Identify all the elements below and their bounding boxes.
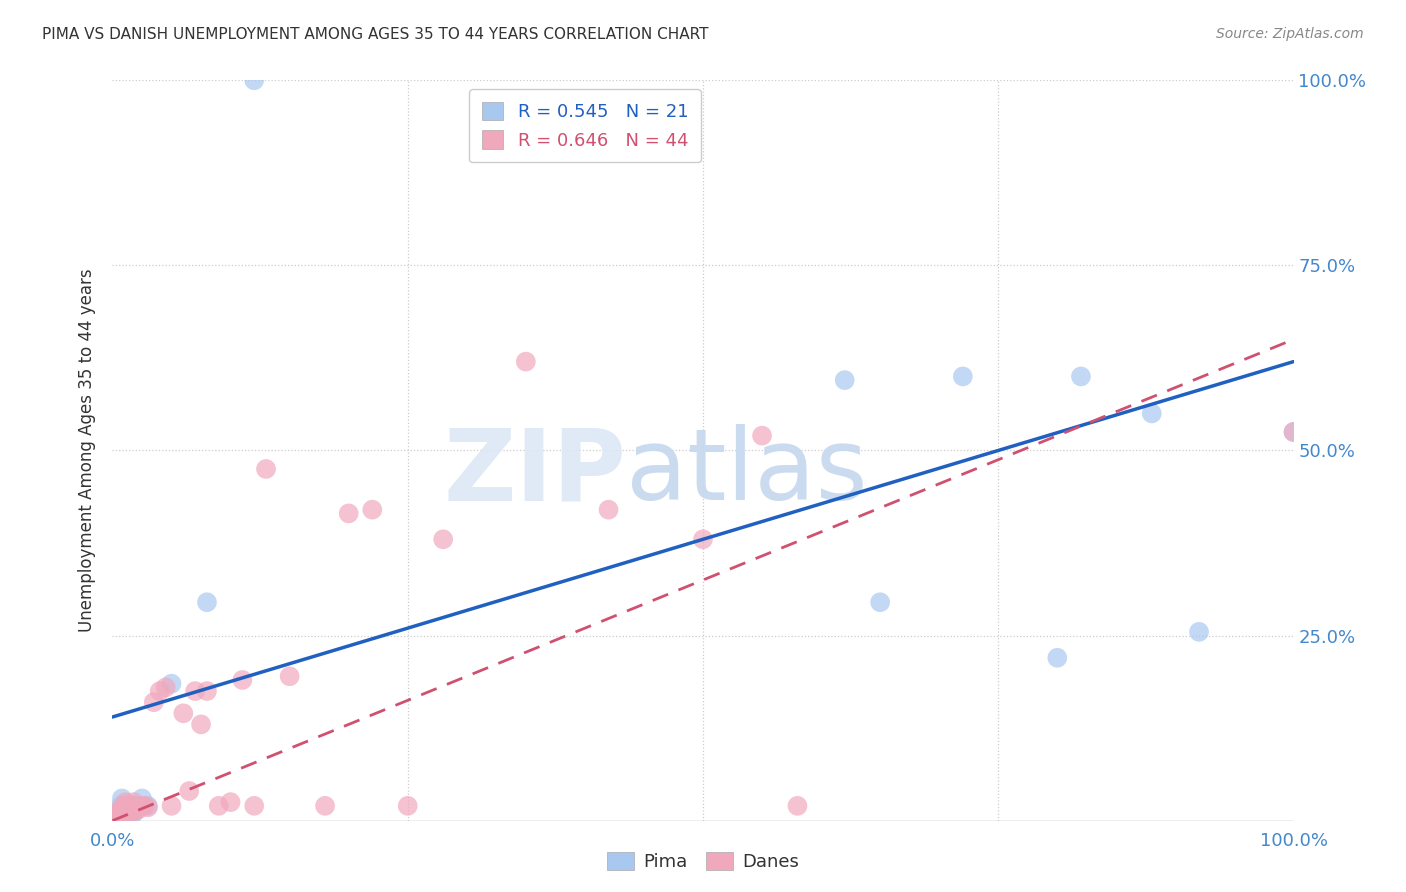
- Legend: R = 0.545   N = 21, R = 0.646   N = 44: R = 0.545 N = 21, R = 0.646 N = 44: [468, 89, 702, 162]
- Point: [136, 800, 159, 814]
- Text: PIMA VS DANISH UNEMPLOYMENT AMONG AGES 35 TO 44 YEARS CORRELATION CHART: PIMA VS DANISH UNEMPLOYMENT AMONG AGES 3…: [42, 27, 709, 42]
- Point: [107, 806, 129, 821]
- Point: [515, 354, 537, 368]
- Point: [115, 810, 138, 824]
- Point: [125, 798, 148, 813]
- Point: [184, 684, 207, 698]
- Point: [111, 806, 134, 821]
- Point: [111, 791, 134, 805]
- Point: [110, 810, 132, 824]
- Y-axis label: Unemployment Among Ages 35 to 44 years: Unemployment Among Ages 35 to 44 years: [77, 268, 96, 632]
- Point: [337, 507, 360, 521]
- Point: [142, 695, 165, 709]
- Point: [136, 798, 159, 813]
- Point: [751, 428, 773, 442]
- Point: [208, 798, 231, 813]
- Point: [952, 369, 974, 384]
- Point: [1282, 425, 1305, 439]
- Text: atlas: atlas: [626, 425, 868, 521]
- Point: [114, 795, 136, 809]
- Point: [1188, 624, 1211, 639]
- Point: [314, 798, 336, 813]
- Point: [120, 806, 142, 821]
- Point: [1140, 407, 1163, 421]
- Legend: Pima, Danes: Pima, Danes: [600, 845, 806, 879]
- Point: [115, 806, 138, 821]
- Text: Source: ZipAtlas.com: Source: ZipAtlas.com: [1216, 27, 1364, 41]
- Point: [179, 784, 201, 798]
- Point: [172, 706, 194, 721]
- Point: [598, 502, 620, 516]
- Point: [195, 684, 218, 698]
- Point: [112, 803, 135, 817]
- Point: [692, 533, 714, 547]
- Point: [122, 795, 145, 809]
- Point: [231, 673, 253, 687]
- Point: [108, 803, 131, 817]
- Point: [1282, 425, 1305, 439]
- Point: [127, 803, 149, 817]
- Text: ZIP: ZIP: [443, 425, 626, 521]
- Point: [120, 798, 142, 813]
- Point: [117, 803, 139, 817]
- Point: [112, 803, 135, 817]
- Point: [149, 684, 172, 698]
- Point: [254, 462, 277, 476]
- Point: [160, 676, 183, 690]
- Point: [105, 810, 128, 824]
- Point: [869, 595, 891, 609]
- Point: [195, 595, 218, 609]
- Point: [1070, 369, 1092, 384]
- Point: [396, 798, 419, 813]
- Point: [160, 798, 183, 813]
- Point: [243, 73, 266, 87]
- Point: [1046, 650, 1069, 665]
- Point: [122, 806, 145, 821]
- Point: [361, 502, 384, 516]
- Point: [134, 798, 156, 813]
- Point: [786, 798, 808, 813]
- Point: [190, 717, 212, 731]
- Point: [107, 806, 129, 821]
- Point: [131, 798, 153, 813]
- Point: [243, 798, 266, 813]
- Point: [125, 803, 148, 817]
- Point: [219, 795, 242, 809]
- Point: [834, 373, 856, 387]
- Point: [278, 669, 301, 683]
- Point: [131, 791, 153, 805]
- Point: [432, 533, 454, 547]
- Point: [112, 798, 135, 813]
- Point: [110, 798, 132, 813]
- Point: [155, 681, 177, 695]
- Point: [120, 810, 142, 824]
